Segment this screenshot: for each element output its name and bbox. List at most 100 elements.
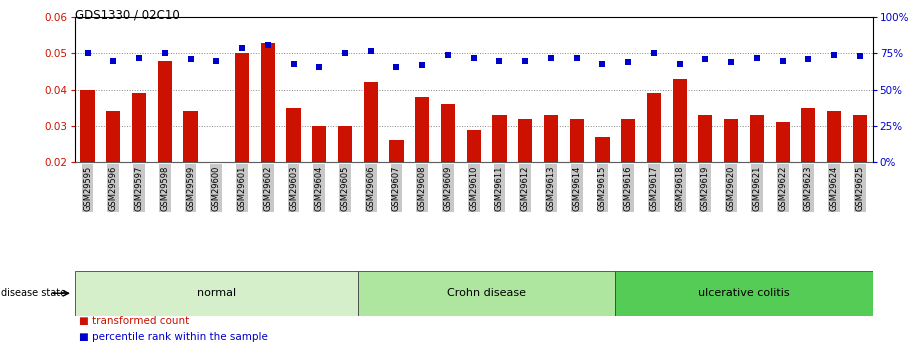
Point — [492, 58, 507, 63]
Bar — [699, 115, 712, 162]
Point — [801, 57, 815, 62]
Point — [338, 51, 353, 56]
Point — [183, 57, 198, 62]
Text: GSM29599: GSM29599 — [186, 165, 195, 211]
Bar — [80, 90, 95, 162]
Text: GSM29598: GSM29598 — [160, 165, 169, 211]
Text: GSM29603: GSM29603 — [289, 165, 298, 211]
Bar — [853, 115, 867, 162]
Bar — [544, 115, 558, 162]
Point — [132, 55, 147, 61]
Bar — [596, 137, 609, 162]
Point — [569, 55, 584, 61]
Bar — [518, 119, 532, 162]
Text: GSM29625: GSM29625 — [855, 165, 865, 211]
Bar — [261, 42, 275, 162]
Text: GSM29597: GSM29597 — [135, 165, 144, 211]
Point — [672, 61, 687, 66]
Bar — [621, 119, 635, 162]
Point — [80, 51, 95, 56]
Text: GSM29602: GSM29602 — [263, 165, 272, 211]
Text: GSM29609: GSM29609 — [444, 165, 453, 211]
Text: GSM29624: GSM29624 — [830, 165, 839, 211]
Bar — [75, 271, 358, 316]
Bar — [158, 61, 172, 162]
Point — [595, 61, 609, 66]
Point — [647, 51, 661, 56]
Point — [389, 64, 404, 69]
Text: GSM29621: GSM29621 — [752, 165, 762, 211]
Point — [235, 45, 250, 50]
Point — [621, 59, 636, 65]
Text: GSM29596: GSM29596 — [108, 165, 118, 211]
Point — [441, 52, 456, 58]
Bar — [415, 97, 429, 162]
Bar — [441, 104, 456, 162]
Bar — [615, 271, 873, 316]
Bar — [358, 271, 615, 316]
Point — [827, 52, 842, 58]
Text: ■ transformed count: ■ transformed count — [79, 316, 189, 326]
Text: GSM29613: GSM29613 — [547, 165, 556, 211]
Text: normal: normal — [197, 288, 236, 298]
Point — [518, 58, 533, 63]
Text: GSM29617: GSM29617 — [650, 165, 659, 211]
Text: GSM29623: GSM29623 — [804, 165, 813, 211]
Point — [466, 55, 481, 61]
Bar — [183, 111, 198, 162]
Text: GSM29620: GSM29620 — [727, 165, 736, 211]
Text: GSM29608: GSM29608 — [418, 165, 426, 211]
Text: ulcerative colitis: ulcerative colitis — [698, 288, 790, 298]
Bar — [389, 140, 404, 162]
Bar — [338, 126, 352, 162]
Point — [724, 59, 739, 65]
Bar — [750, 115, 764, 162]
Bar — [775, 122, 790, 162]
Text: GSM29614: GSM29614 — [572, 165, 581, 211]
Text: disease state: disease state — [1, 288, 66, 298]
Text: GSM29619: GSM29619 — [701, 165, 710, 211]
Bar — [647, 93, 661, 162]
Text: GSM29606: GSM29606 — [366, 165, 375, 211]
Point — [775, 58, 790, 63]
Bar — [312, 126, 326, 162]
Bar — [363, 82, 378, 162]
Text: GSM29604: GSM29604 — [315, 165, 323, 211]
Text: GSM29615: GSM29615 — [598, 165, 607, 211]
Text: GSM29607: GSM29607 — [392, 165, 401, 211]
Point — [106, 58, 120, 63]
Text: GDS1330 / 02C10: GDS1330 / 02C10 — [75, 9, 179, 22]
Point — [698, 57, 712, 62]
Text: GSM29610: GSM29610 — [469, 165, 478, 211]
Point — [363, 48, 378, 53]
Text: ■ percentile rank within the sample: ■ percentile rank within the sample — [79, 332, 268, 342]
Bar — [569, 119, 584, 162]
Text: GSM29611: GSM29611 — [495, 165, 504, 211]
Bar — [235, 53, 249, 162]
Text: GSM29595: GSM29595 — [83, 165, 92, 211]
Point — [750, 55, 764, 61]
Bar — [132, 93, 146, 162]
Bar — [492, 115, 507, 162]
Text: GSM29600: GSM29600 — [211, 165, 220, 211]
Text: GSM29618: GSM29618 — [675, 165, 684, 211]
Point — [853, 53, 867, 59]
Text: Crohn disease: Crohn disease — [447, 288, 526, 298]
Point — [415, 62, 429, 68]
Point — [544, 55, 558, 61]
Bar — [827, 111, 841, 162]
Bar — [724, 119, 738, 162]
Text: GSM29605: GSM29605 — [341, 165, 350, 211]
Text: GSM29616: GSM29616 — [624, 165, 632, 211]
Point — [312, 64, 326, 69]
Bar — [672, 79, 687, 162]
Text: GSM29601: GSM29601 — [238, 165, 247, 211]
Bar — [286, 108, 301, 162]
Text: GSM29612: GSM29612 — [521, 165, 529, 211]
Text: GSM29622: GSM29622 — [778, 165, 787, 211]
Point — [261, 42, 275, 48]
Bar — [466, 129, 481, 162]
Point — [209, 58, 223, 63]
Bar — [802, 108, 815, 162]
Point — [286, 61, 301, 66]
